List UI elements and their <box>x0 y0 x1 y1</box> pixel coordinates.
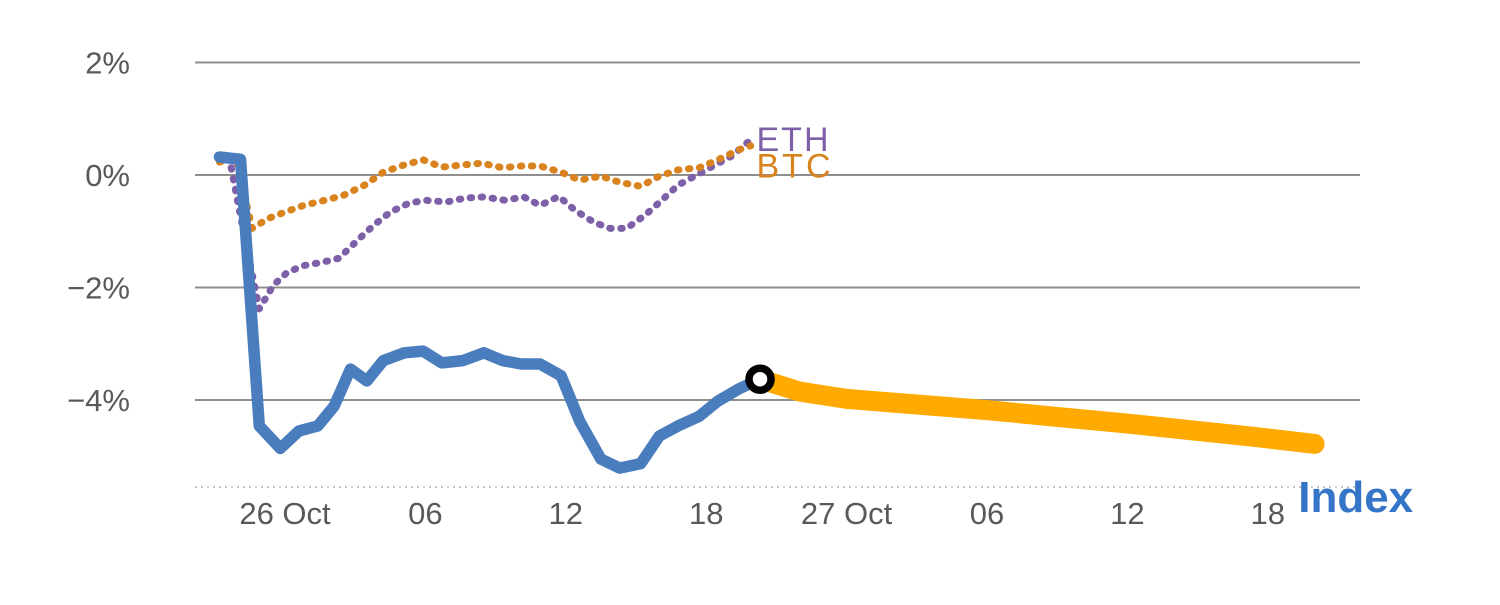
x-tick-label: 12 <box>549 496 583 531</box>
y-tick-label: −4% <box>67 383 130 418</box>
x-tick-label: 26 Oct <box>239 496 331 531</box>
y-tick-label: 0% <box>85 158 130 193</box>
y-tick-label: −2% <box>67 271 130 306</box>
series-labels: ETH BTC Index <box>757 121 1414 522</box>
index-line <box>213 151 766 474</box>
forecast-start-marker <box>745 364 775 394</box>
x-tick-label: 06 <box>970 496 1004 531</box>
y-axis-labels: 2% 0% −2% −4% <box>67 46 130 419</box>
x-tick-label: 18 <box>689 496 723 531</box>
x-tick-label: 06 <box>408 496 442 531</box>
series-lines <box>213 138 1325 474</box>
x-tick-label: 27 Oct <box>801 496 893 531</box>
y-tick-label: 2% <box>85 46 130 81</box>
gridlines <box>195 61 1360 401</box>
btc-line <box>216 142 755 232</box>
eth-label: ETH <box>757 121 831 159</box>
btc-label: BTC <box>757 147 834 185</box>
forecast-marker <box>745 364 775 394</box>
x-axis-labels: 26 Oct 06 12 18 27 Oct 06 12 18 <box>239 496 1285 531</box>
index-forecast-line <box>750 369 1325 454</box>
index-label: Index <box>1298 473 1413 522</box>
x-tick-label: 12 <box>1110 496 1144 531</box>
x-tick-label: 18 <box>1251 496 1285 531</box>
eth-line <box>227 138 752 313</box>
